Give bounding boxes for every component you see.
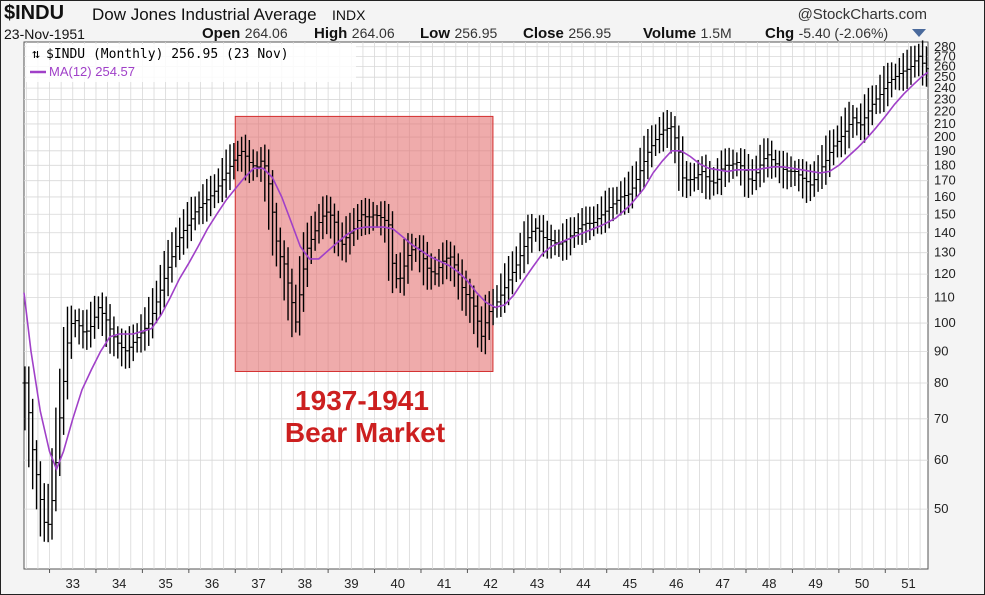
quote-open: Open 264.06 xyxy=(202,25,288,43)
y-tick-label: 230 xyxy=(934,92,956,107)
x-tick-label: 46 xyxy=(669,576,683,591)
y-tick-label: 210 xyxy=(934,116,956,131)
x-tick-label: 48 xyxy=(762,576,776,591)
quote-change-value: -5.40 (-2.06%) xyxy=(798,25,889,41)
legend-price-label: $INDU (Monthly) 256.95 (23 Nov) xyxy=(46,47,289,62)
bear-market-box xyxy=(234,115,494,372)
quote-high-label: High xyxy=(314,25,348,42)
quote-high-value: 264.06 xyxy=(351,25,395,41)
y-tick-label: 150 xyxy=(934,206,956,221)
y-tick-label: 90 xyxy=(934,343,948,358)
y-tick-label: 80 xyxy=(934,375,948,390)
x-tick-label: 34 xyxy=(112,576,126,591)
x-tick-label: 38 xyxy=(298,576,312,591)
quote-change: Chg -5.40 (-2.06%) xyxy=(765,25,888,43)
x-tick-label: 42 xyxy=(483,576,497,591)
quote-close-value: 256.95 xyxy=(568,25,612,41)
y-tick-label: 270 xyxy=(934,49,956,64)
y-tick-label: 190 xyxy=(934,143,956,158)
y-tick-label: 220 xyxy=(934,103,956,118)
y-tick-label: 130 xyxy=(934,245,956,260)
x-tick-label: 40 xyxy=(391,576,405,591)
legend-ma-label: MA(12) 254.57 xyxy=(49,64,135,79)
x-tick-label: 51 xyxy=(901,576,915,591)
quote-low-label: Low xyxy=(420,25,450,42)
moving-average-line xyxy=(23,71,929,472)
y-tick-label: 100 xyxy=(934,315,956,330)
y-tick-label: 280 xyxy=(934,39,956,54)
x-tick-label: 49 xyxy=(808,576,822,591)
y-axis-ticks: 50 60 70 80 90 100 110 120 130 140 150 160170180190… xyxy=(934,39,956,516)
y-tick-label: 110 xyxy=(934,290,955,305)
x-tick-label: 41 xyxy=(437,576,451,591)
quote-close: Close 256.95 xyxy=(523,25,611,43)
price-bars xyxy=(22,40,929,543)
x-tick-label: 43 xyxy=(530,576,544,591)
quote-low: Low 256.95 xyxy=(420,25,497,43)
quote-volume-value: 1.5M xyxy=(700,25,732,41)
y-tick-label: 170 xyxy=(934,173,956,188)
legend: ⇅ $INDU (Monthly) 256.95 (23 Nov) MA(12)… xyxy=(26,44,356,82)
brand-label: @StockCharts.com xyxy=(797,6,927,23)
ticker-symbol: $INDU xyxy=(4,2,65,24)
quote-close-label: Close xyxy=(523,25,564,42)
bear-market-shading xyxy=(234,115,494,372)
quote-date: 23-Nov-1951 xyxy=(4,26,85,42)
y-tick-label: 50 xyxy=(934,501,948,516)
y-tick-label: 200 xyxy=(934,129,956,144)
legend-price-icon: ⇅ xyxy=(32,47,40,62)
quote-volume-label: Volume xyxy=(643,25,697,42)
y-tick-label: 250 xyxy=(934,69,956,84)
annotation-title: Bear Market xyxy=(285,417,445,448)
x-tick-label: 33 xyxy=(66,576,80,591)
quote-change-label: Chg xyxy=(765,25,795,42)
y-tick-label: 60 xyxy=(934,452,948,467)
x-tick-label: 36 xyxy=(205,576,219,591)
x-axis-ticks: 33 34 35 36 37 38 39 40 41 42 43 44 45 46 47 48 49 50 51 xyxy=(49,569,916,591)
x-tick-label: 45 xyxy=(623,576,637,591)
quote-open-value: 264.06 xyxy=(244,25,288,41)
y-tick-label: 180 xyxy=(934,157,956,172)
exchange-label: INDX xyxy=(332,7,366,23)
y-tick-label: 160 xyxy=(934,189,956,204)
x-tick-label: 35 xyxy=(158,576,172,591)
x-tick-label: 50 xyxy=(855,576,869,591)
y-tick-label: 240 xyxy=(934,80,956,95)
x-tick-label: 44 xyxy=(576,576,590,591)
y-tick-label: 260 xyxy=(934,59,956,74)
index-name: Dow Jones Industrial Average xyxy=(92,5,317,24)
quote-high: High 264.06 xyxy=(314,25,395,43)
legend-background xyxy=(26,44,356,82)
quote-volume: Volume 1.5M xyxy=(643,25,732,43)
y-tick-label: 140 xyxy=(934,225,956,240)
x-tick-label: 39 xyxy=(344,576,358,591)
annotation-years: 1937-1941 xyxy=(295,385,429,416)
quote-low-value: 256.95 xyxy=(454,25,498,41)
y-tick-label: 70 xyxy=(934,411,948,426)
x-tick-label: 47 xyxy=(716,576,730,591)
quote-open-label: Open xyxy=(202,25,241,42)
y-tick-label: 120 xyxy=(934,266,956,281)
x-tick-label: 37 xyxy=(251,576,265,591)
